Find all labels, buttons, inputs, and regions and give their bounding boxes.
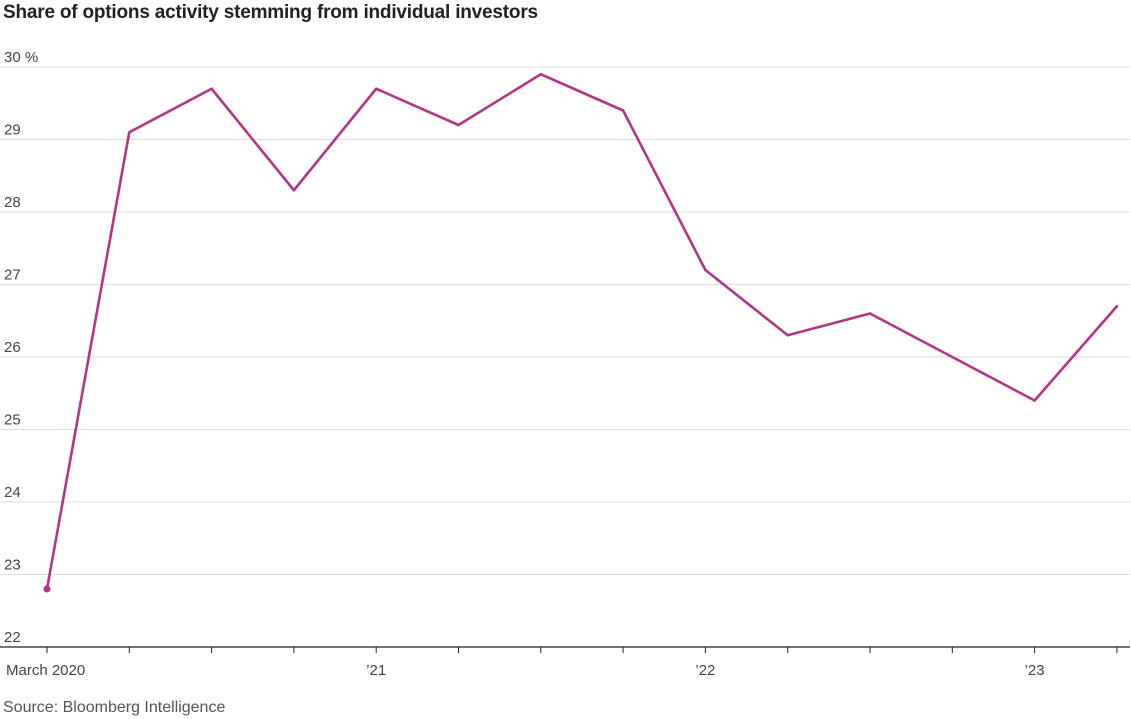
series-line [45,72,1119,591]
y-tick-label: 23 [4,557,21,574]
x-tick-label: ’22 [695,662,715,679]
gridlines [0,66,1130,575]
data-point [457,123,460,127]
data-point [868,312,872,315]
x-tick-label: ’21 [366,662,386,679]
y-tick-label: 29 [4,122,21,139]
x-tick-label: ’23 [1025,662,1045,679]
data-point [1115,304,1119,308]
data-point [374,87,378,91]
y-tick-label: 28 [4,194,21,211]
data-point [1033,399,1036,402]
series [43,72,1119,593]
x-tick-label: March 2020 [6,662,85,679]
source-note: Source: Bloomberg Intelligence [3,699,226,716]
data-point [951,355,954,359]
data-point [621,109,625,112]
x-axis-labels: March 2020 ’21 ’22 ’23 [6,662,1045,679]
data-point [43,585,51,593]
data-point [128,130,131,134]
y-tick-label: 24 [4,484,21,501]
y-tick-label: 26 [4,339,21,356]
data-point [210,87,213,91]
data-point [704,268,707,272]
y-tick-label: 25 [4,412,21,429]
y-tick-label: 22 [4,629,21,646]
chart-title: Share of options activity stemming from … [3,2,538,23]
y-axis-labels: 22 23 24 25 26 27 28 29 30 % [4,49,38,646]
data-point [292,188,296,192]
x-axis [0,646,1130,653]
data-point [786,333,789,337]
y-tick-label: 30 % [4,49,38,66]
data-point [539,72,543,76]
y-tick-label: 27 [4,267,21,284]
